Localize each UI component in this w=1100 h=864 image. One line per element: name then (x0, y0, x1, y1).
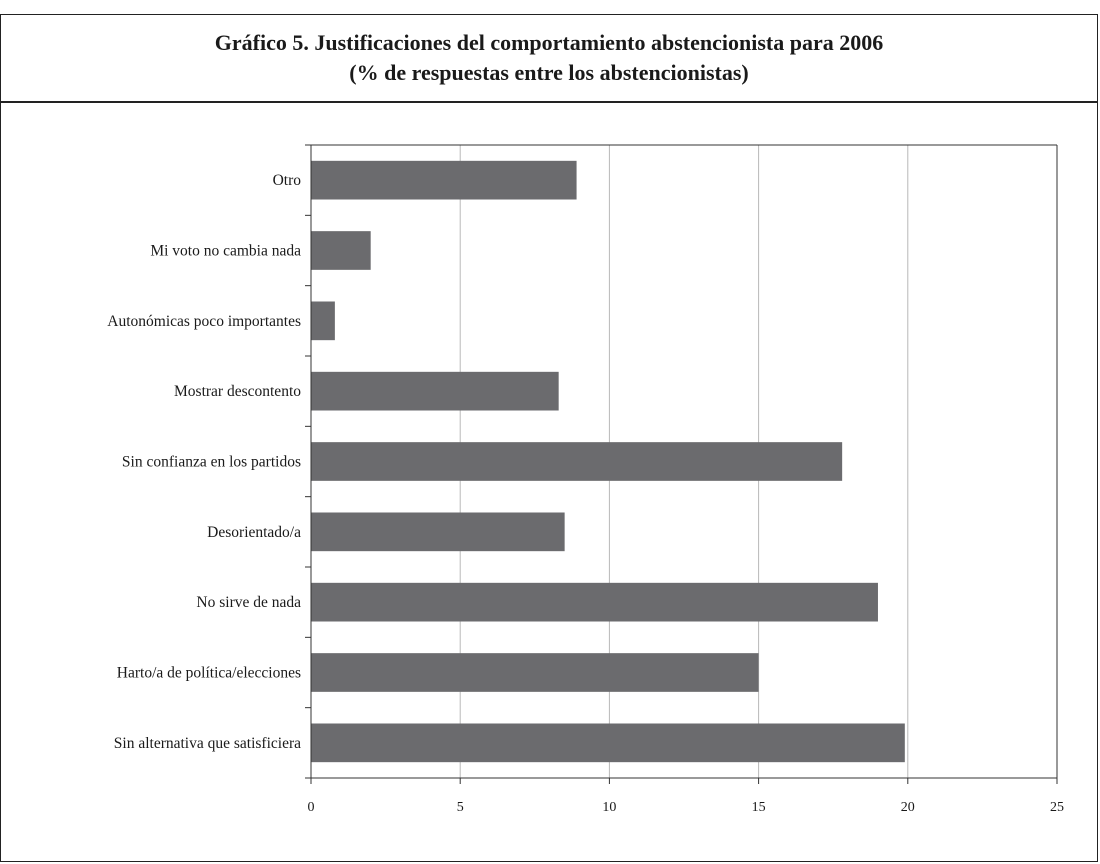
bar-1 (311, 231, 371, 270)
bar-7 (311, 653, 759, 692)
bar-2 (311, 301, 335, 341)
bar-3 (311, 371, 559, 411)
bar-4 (311, 442, 843, 481)
x-tick-label-10: 10 (602, 800, 616, 815)
category-label-6: No sirve de nada (196, 594, 301, 611)
chart-frame: Gráfico 5. Justificaciones del comportam… (0, 14, 1098, 862)
chart-title-box: Gráfico 5. Justificaciones del comportam… (1, 15, 1097, 103)
x-tick-label-25: 25 (1050, 800, 1064, 815)
category-label-8: Sin alternativa que satisficiera (114, 735, 301, 752)
chart-title: Gráfico 5. Justificaciones del comportam… (214, 30, 884, 55)
category-label-0: Otro (273, 172, 302, 189)
x-tick-label-0: 0 (308, 800, 315, 815)
category-label-2: Autonómicas poco importantes (107, 313, 301, 330)
x-tick-label-5: 5 (457, 800, 464, 815)
x-tick-label-20: 20 (901, 800, 915, 815)
bar-6 (311, 582, 878, 622)
bar-8 (311, 723, 905, 763)
bar-5 (311, 512, 565, 552)
category-label-4: Sin confianza en los partidos (122, 454, 301, 471)
category-label-5: Desorientado/a (207, 524, 301, 541)
x-tick-label-15: 15 (752, 800, 766, 815)
category-label-3: Mostrar descontento (174, 383, 301, 400)
category-label-1: Mi voto no cambia nada (150, 243, 301, 260)
category-label-7: Harto/a de política/elecciones (117, 665, 301, 682)
bar-0 (311, 160, 577, 200)
chart-subtitle: (% de respuestas entre los abstencionist… (349, 60, 749, 85)
